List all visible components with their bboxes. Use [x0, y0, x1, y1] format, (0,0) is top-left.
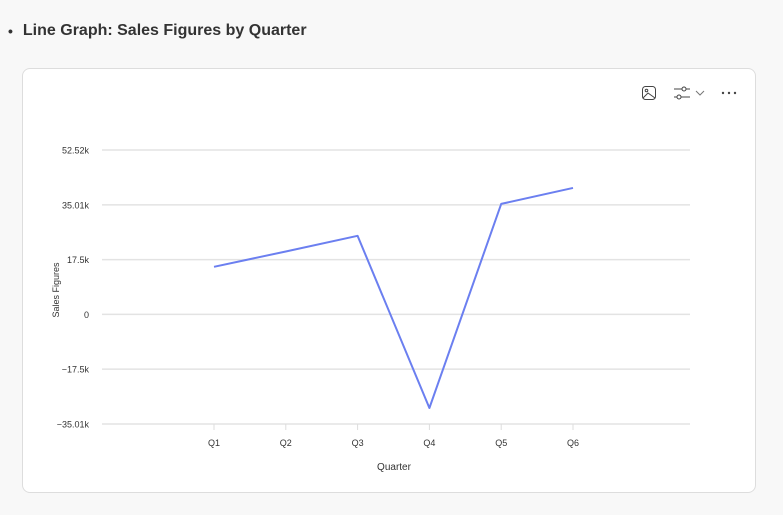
y-tick-label: 52.52k [62, 146, 90, 156]
x-tick-label: Q4 [423, 438, 435, 448]
chart-card [22, 68, 756, 493]
chevron-down-icon[interactable] [695, 89, 705, 97]
x-tick-label: Q1 [208, 438, 220, 448]
x-axis-label: Quarter [377, 462, 412, 473]
x-tick-label: Q2 [280, 438, 292, 448]
x-tick-label: Q5 [495, 438, 507, 448]
chart-heading: Line Graph: Sales Figures by Quarter [22, 22, 307, 39]
filter-sliders-icon[interactable] [673, 85, 691, 101]
series-line [213, 186, 574, 410]
x-tick-label: Q6 [567, 438, 579, 448]
y-axis-label: Sales Figures [51, 262, 61, 318]
y-tick-label: −17.5k [62, 365, 90, 375]
image-icon[interactable] [641, 85, 657, 101]
y-tick-label: 35.01k [62, 200, 90, 210]
y-tick-label: 17.5k [67, 255, 90, 265]
x-tick-label: Q3 [352, 438, 364, 448]
section-heading: • Line Graph: Sales Figures by Quarter [8, 22, 307, 40]
more-icon[interactable] [721, 90, 737, 96]
y-tick-label: 0 [84, 310, 89, 320]
bullet: • [8, 23, 13, 39]
y-tick-label: −35.01k [57, 420, 90, 430]
